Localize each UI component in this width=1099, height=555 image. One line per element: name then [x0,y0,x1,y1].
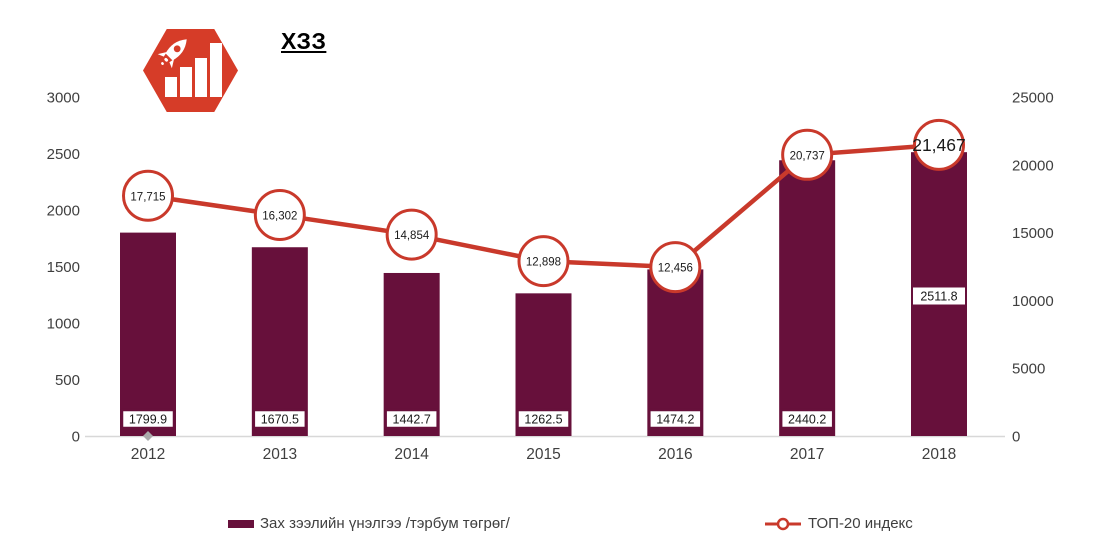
line-value-label: 12,898 [526,257,561,269]
bar-chart-icon [165,43,222,97]
left-axis-tick: 1500 [47,259,80,276]
line-value-label: 12,456 [658,263,693,275]
legend-item-bar-series: Зах зээлийн үнэлгээ /тэрбум төгрөг/ [228,515,510,532]
bar-value-box [912,287,965,305]
x-axis-label-2015: 2015 [526,446,560,463]
x-axis-label-2012: 2012 [131,446,165,463]
line-series-label: ТОП-20 индекс [808,515,913,532]
bar-series-label: Зах зээлийн үнэлгээ /тэрбум төгрөг/ [260,515,510,532]
bar-value-box [648,408,703,430]
stray-data-point [143,431,153,441]
bar-value-label: 1670.5 [261,413,299,427]
bar-2013 [251,247,308,436]
bar-value-box [516,408,571,430]
line-value-label: 21,467 [912,135,966,155]
bar-value-label: 1442.7 [393,413,431,427]
combo-chart-plot: 0 500 1000 1500 2000 2500 3000 0 5000 10000 15000 2… [47,90,1054,464]
line-marker-2014 [385,208,438,261]
bar-2012 [120,232,176,436]
x-axis-label-2013: 2013 [263,446,297,463]
bar-value-box [384,408,439,430]
right-axis-tick: 15000 [1012,225,1054,242]
bar-value-box [779,408,835,430]
bar-value-label: 1799.9 [129,413,167,427]
line-marker-2018 [912,118,965,171]
bar-2016 [647,269,704,436]
bar-value-box [252,408,308,430]
bar-value-label: 2511.8 [920,290,957,304]
line-value-label: 14,854 [394,230,430,242]
left-axis-tick: 500 [55,372,80,389]
bar-series-swatch [228,519,254,528]
logo-graphic [143,29,238,112]
line-marker-2013 [253,188,306,241]
line-marker-2012 [122,169,174,222]
line-series-swatch [765,517,801,530]
right-axis-tick: 25000 [1012,90,1054,107]
line-marker-2017 [781,128,834,181]
x-axis-label-2017: 2017 [790,446,824,463]
line-value-label: 17,715 [130,191,165,203]
x-axis-label-2018: 2018 [922,446,956,463]
bar-value-box [120,408,176,430]
line-marker-2015 [517,235,570,288]
left-axis-tick: 2500 [47,146,80,163]
left-axis-tick: 3000 [47,90,80,107]
line-value-label: 16,302 [262,210,297,222]
right-axis-tick: 10000 [1012,293,1054,310]
line-value-label: 20,737 [790,150,825,162]
bar-value-label: 1474.2 [656,413,694,427]
chart-title: ХЗЗ [281,28,327,54]
line-marker-2016 [649,241,702,294]
bar-value-label: 2440.2 [788,413,826,427]
bar-value-label: 1262.5 [524,413,562,427]
right-axis-tick: 5000 [1012,361,1045,378]
left-axis-tick: 2000 [47,203,80,220]
left-axis-tick: 1000 [47,316,80,333]
x-axis-label-2014: 2014 [394,446,429,463]
legend-item-line-series: ТОП-20 индекс [764,515,913,532]
left-axis-tick: 0 [72,429,80,446]
right-axis-tick: 0 [1012,429,1020,446]
company-logo [143,23,238,118]
bar-2017 [779,160,836,437]
rocket-icon [157,39,187,69]
right-axis-tick: 20000 [1012,157,1054,174]
x-axis-label-2016: 2016 [658,446,692,463]
